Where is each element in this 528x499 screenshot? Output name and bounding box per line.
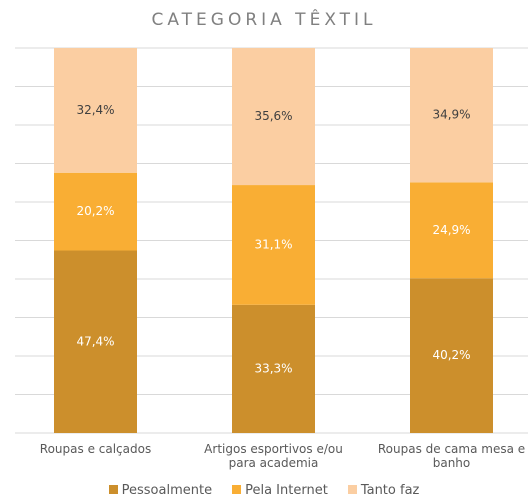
data-label: 24,9% [432,223,470,237]
legend-label: Pessoalmente [121,483,213,498]
data-label: 20,2% [76,204,114,218]
legend-label: Tanto faz [360,483,420,498]
legend-swatch [232,485,242,494]
legend-item: Tanto faz [347,483,420,498]
data-label: 34,9% [432,108,470,122]
data-label: 47,4% [76,334,114,348]
data-label: 40,2% [432,348,470,362]
legend-item: Pela Internet [232,483,328,498]
bar-segment [232,185,315,305]
legend-item: Pessoalmente [108,483,213,498]
legend-swatch [347,485,357,494]
x-tick-label: Roupas e calçados [39,442,152,456]
chart-title: CATEGORIA TÊXTIL [151,10,377,30]
legend-label: Pela Internet [245,483,328,498]
bar-segment [410,278,493,433]
bar-segment [410,182,493,279]
legend-swatch [108,485,118,494]
bar-segment [54,250,137,433]
bar-segment [232,48,315,186]
data-label: 35,6% [254,109,292,123]
x-tick-label: Artigos esportivos e/ou para academia [204,442,343,470]
bar-segment [54,172,137,251]
x-tick-label: Roupas de cama mesa e banho [377,442,526,470]
data-label: 33,3% [254,361,292,375]
bar-segment [410,48,493,183]
legend: Pessoalmente Pela Internet Tanto faz [0,483,528,498]
data-label: 31,1% [254,237,292,251]
bar-segment [232,304,315,433]
data-label: 32,4% [76,103,114,117]
bar-segment [54,48,137,173]
